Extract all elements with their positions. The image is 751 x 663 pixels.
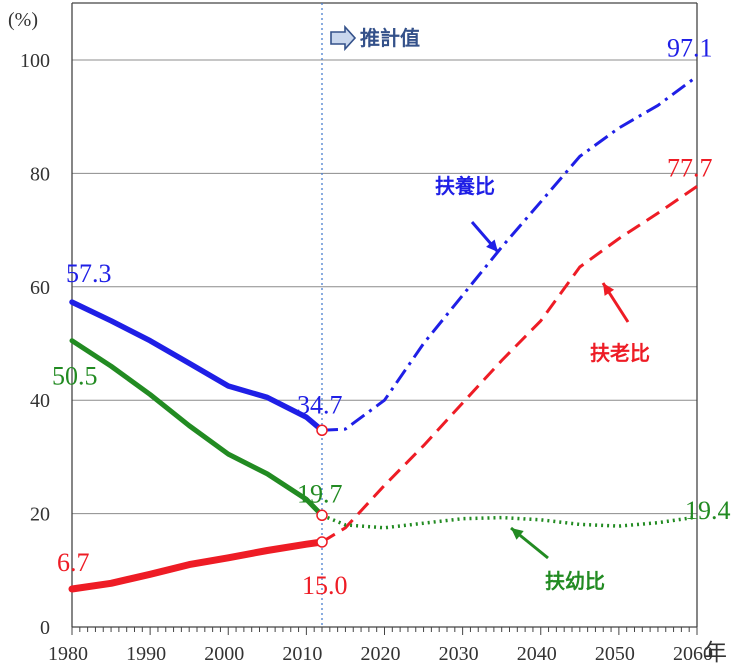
y-tick-label: 100 <box>20 50 50 72</box>
y-tick-label: 80 <box>30 163 50 185</box>
x-axis-unit-label: 年 <box>704 640 727 663</box>
series-line-actual <box>69 299 325 434</box>
breakpoint-marker <box>316 536 328 548</box>
series-name-label: 扶老比 <box>590 341 650 365</box>
x-tick-label: 2040 <box>517 643 557 663</box>
data-label: 15.0 <box>302 571 348 600</box>
series-line-projected <box>321 185 698 544</box>
y-tick-label: 20 <box>30 504 50 526</box>
series-line-projected <box>321 75 698 432</box>
data-label: 57.3 <box>66 259 112 288</box>
x-tick-label: 2050 <box>595 643 635 663</box>
data-label: 97.1 <box>667 33 713 62</box>
breakpoint-markers <box>316 424 328 548</box>
data-label: 6.7 <box>57 548 90 577</box>
series-line-projected <box>321 513 698 530</box>
projection-marker: 推計值 <box>330 24 420 52</box>
y-tick-label: 0 <box>40 617 50 639</box>
x-tick-label: 2010 <box>282 643 322 663</box>
x-tick-label: 1980 <box>48 643 88 663</box>
x-tick-label: 1990 <box>126 643 166 663</box>
arrow-head-icon <box>511 528 524 540</box>
series-line-actual <box>69 338 325 518</box>
x-tick-label: 2020 <box>361 643 401 663</box>
y-tick-label: 40 <box>30 390 50 412</box>
x-tick-label: 2030 <box>439 643 479 663</box>
data-label: 19.7 <box>297 479 343 508</box>
arrow-head-icon <box>486 239 498 252</box>
data-label: 50.5 <box>52 362 98 391</box>
y-axis-unit-label: (%) <box>8 9 38 31</box>
x-tick-label: 2000 <box>204 643 244 663</box>
breakpoint-marker <box>316 424 328 437</box>
arrow-head-icon <box>603 283 615 296</box>
x-tick-label: 2060 <box>673 643 713 663</box>
series-name-label: 扶幼比 <box>545 569 605 593</box>
series-line-actual <box>68 538 326 593</box>
data-label: 77.7 <box>667 153 713 182</box>
data-labels: 57.3 34.7 97.1 6.7 15.0 77.7 50.5 19.7 19.4 <box>52 33 731 600</box>
series-name-label: 扶養比 <box>435 174 495 198</box>
breakpoint-marker <box>316 509 328 522</box>
y-tick-label: 60 <box>30 277 50 299</box>
data-label: 19.4 <box>685 496 731 525</box>
right-arrow-icon <box>330 24 357 52</box>
data-label: 34.7 <box>297 390 343 419</box>
gridlines <box>72 59 697 515</box>
series-lines <box>68 75 698 593</box>
projection-label: 推計值 <box>360 26 420 50</box>
